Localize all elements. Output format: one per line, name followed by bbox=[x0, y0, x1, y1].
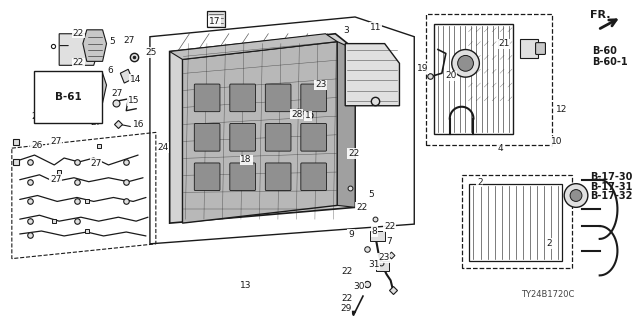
Text: B-17-31: B-17-31 bbox=[590, 182, 632, 192]
Text: 1: 1 bbox=[305, 111, 311, 120]
Text: 10: 10 bbox=[551, 137, 563, 146]
Text: 23: 23 bbox=[315, 80, 326, 89]
Text: 22: 22 bbox=[342, 267, 353, 276]
Text: 22: 22 bbox=[384, 222, 395, 231]
Circle shape bbox=[570, 189, 582, 201]
Text: 27: 27 bbox=[124, 36, 135, 44]
Text: B-60: B-60 bbox=[592, 46, 617, 56]
FancyBboxPatch shape bbox=[376, 261, 389, 271]
Text: 16: 16 bbox=[133, 120, 145, 129]
Text: 22: 22 bbox=[73, 58, 84, 67]
FancyBboxPatch shape bbox=[230, 124, 255, 151]
Text: 15: 15 bbox=[128, 96, 140, 105]
Polygon shape bbox=[345, 44, 399, 106]
Text: 27: 27 bbox=[50, 137, 61, 146]
Text: 31: 31 bbox=[368, 260, 380, 269]
Text: 6: 6 bbox=[107, 66, 113, 75]
FancyBboxPatch shape bbox=[301, 163, 326, 191]
Text: B-60-1: B-60-1 bbox=[592, 57, 628, 67]
Text: B-61: B-61 bbox=[68, 92, 93, 102]
Text: 17: 17 bbox=[209, 17, 220, 26]
Polygon shape bbox=[358, 61, 385, 93]
Polygon shape bbox=[83, 73, 106, 103]
Text: 11: 11 bbox=[370, 23, 381, 32]
Text: 13: 13 bbox=[241, 281, 252, 290]
FancyBboxPatch shape bbox=[536, 43, 545, 54]
Text: 30: 30 bbox=[353, 282, 364, 291]
FancyBboxPatch shape bbox=[371, 230, 385, 241]
Text: 21: 21 bbox=[498, 39, 509, 48]
FancyBboxPatch shape bbox=[230, 163, 255, 191]
FancyBboxPatch shape bbox=[195, 163, 220, 191]
FancyBboxPatch shape bbox=[266, 84, 291, 112]
Circle shape bbox=[564, 184, 588, 207]
Text: 29: 29 bbox=[340, 304, 351, 313]
Text: 12: 12 bbox=[556, 105, 568, 114]
Text: 23: 23 bbox=[378, 253, 390, 262]
Polygon shape bbox=[59, 75, 99, 107]
Text: B-17-30: B-17-30 bbox=[590, 172, 632, 182]
Text: 24: 24 bbox=[157, 143, 168, 152]
Text: 2: 2 bbox=[547, 239, 552, 248]
Polygon shape bbox=[470, 184, 562, 260]
Text: 22: 22 bbox=[348, 149, 359, 158]
Text: TY24B1720C: TY24B1720C bbox=[521, 290, 574, 299]
Text: 26: 26 bbox=[31, 112, 42, 121]
Circle shape bbox=[452, 50, 479, 77]
FancyBboxPatch shape bbox=[301, 84, 326, 112]
Polygon shape bbox=[182, 42, 337, 223]
Text: 19: 19 bbox=[417, 64, 429, 73]
Polygon shape bbox=[434, 24, 513, 134]
Text: 22: 22 bbox=[342, 294, 353, 303]
Text: 25: 25 bbox=[146, 48, 157, 57]
Polygon shape bbox=[337, 42, 355, 207]
Text: B-17-32: B-17-32 bbox=[590, 191, 632, 201]
Text: 3: 3 bbox=[343, 26, 349, 35]
FancyBboxPatch shape bbox=[195, 84, 220, 112]
Text: 27: 27 bbox=[50, 107, 61, 116]
Text: 27: 27 bbox=[50, 175, 61, 184]
Text: 27: 27 bbox=[90, 118, 102, 127]
FancyBboxPatch shape bbox=[520, 39, 538, 59]
Text: 5: 5 bbox=[109, 37, 115, 46]
FancyBboxPatch shape bbox=[301, 124, 326, 151]
Text: 7: 7 bbox=[387, 237, 392, 246]
FancyBboxPatch shape bbox=[195, 124, 220, 151]
Text: 4: 4 bbox=[498, 144, 504, 154]
Text: 20: 20 bbox=[445, 71, 456, 80]
Text: 14: 14 bbox=[130, 75, 141, 84]
Polygon shape bbox=[59, 34, 99, 65]
Text: B-61: B-61 bbox=[55, 92, 81, 102]
Text: 8: 8 bbox=[371, 227, 377, 236]
Polygon shape bbox=[120, 69, 132, 83]
Text: 22: 22 bbox=[356, 203, 367, 212]
Text: 2: 2 bbox=[477, 178, 483, 187]
Polygon shape bbox=[170, 34, 337, 60]
FancyBboxPatch shape bbox=[266, 124, 291, 151]
Text: 9: 9 bbox=[348, 230, 354, 239]
Circle shape bbox=[458, 55, 474, 71]
Text: 28: 28 bbox=[291, 110, 302, 119]
Text: 27: 27 bbox=[112, 89, 123, 98]
Text: 27: 27 bbox=[90, 159, 102, 168]
FancyBboxPatch shape bbox=[266, 163, 291, 191]
Text: 22: 22 bbox=[73, 28, 84, 38]
Text: 27: 27 bbox=[80, 74, 92, 83]
Polygon shape bbox=[170, 34, 355, 223]
Text: 18: 18 bbox=[241, 156, 252, 164]
Text: FR.: FR. bbox=[590, 10, 611, 20]
Polygon shape bbox=[83, 30, 106, 61]
Text: 26: 26 bbox=[31, 141, 42, 150]
FancyBboxPatch shape bbox=[230, 84, 255, 112]
FancyBboxPatch shape bbox=[207, 11, 225, 27]
Text: 5: 5 bbox=[368, 190, 374, 199]
